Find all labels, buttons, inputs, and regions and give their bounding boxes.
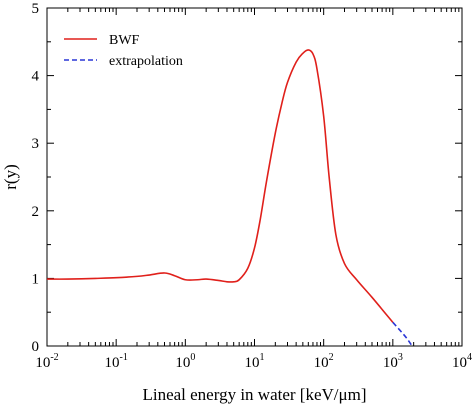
series-layer bbox=[46, 49, 413, 347]
x-tick-base: 10 bbox=[383, 355, 398, 371]
series-line-extrapolation bbox=[392, 321, 413, 347]
x-tick-exponent: 2 bbox=[329, 352, 334, 363]
x-tick-base: 10 bbox=[245, 355, 260, 371]
x-tick-base: 10 bbox=[452, 355, 467, 371]
y-tick-label: 0 bbox=[32, 339, 40, 355]
x-tick-base: 10 bbox=[314, 355, 329, 371]
x-tick-label: 100 bbox=[175, 352, 195, 371]
x-tick-base: 10 bbox=[104, 355, 119, 371]
x-tick-base: 10 bbox=[35, 355, 50, 371]
x-tick-exponent: 3 bbox=[398, 352, 403, 363]
x-tick-label: 101 bbox=[245, 352, 265, 371]
x-tick-base: 10 bbox=[175, 355, 190, 371]
y-axis-label: r(y) bbox=[1, 164, 20, 189]
y-ticks: 0 1 2 3 4 5 bbox=[32, 1, 462, 355]
x-tick-exponent: 1 bbox=[260, 352, 265, 363]
y-tick-label: 4 bbox=[32, 69, 40, 85]
legend: BWF extrapolation bbox=[64, 33, 183, 69]
x-tick-exponent: -2 bbox=[50, 352, 58, 363]
x-tick-exponent: -1 bbox=[119, 352, 127, 363]
legend-label: BWF bbox=[109, 33, 140, 48]
x-tick-exponent: 4 bbox=[467, 352, 472, 363]
y-tick-label: 1 bbox=[32, 271, 40, 287]
x-ticks: 10-2 10-1 100 101 102 103 104 bbox=[35, 8, 472, 371]
x-tick-label: 10-1 bbox=[104, 352, 127, 371]
legend-label: extrapolation bbox=[109, 54, 183, 69]
x-tick-label: 10-2 bbox=[35, 352, 58, 371]
y-tick-label: 3 bbox=[32, 136, 40, 152]
x-tick-label: 102 bbox=[314, 352, 334, 371]
y-tick-label: 2 bbox=[32, 204, 40, 220]
x-axis-label: Lineal energy in water [keV/μm] bbox=[142, 385, 366, 404]
y-tick-label: 5 bbox=[32, 1, 40, 17]
x-tick-label: 104 bbox=[452, 352, 472, 371]
x-tick-label: 103 bbox=[383, 352, 403, 371]
series-line-bwf bbox=[46, 49, 394, 323]
x-tick-exponent: 0 bbox=[190, 352, 195, 363]
